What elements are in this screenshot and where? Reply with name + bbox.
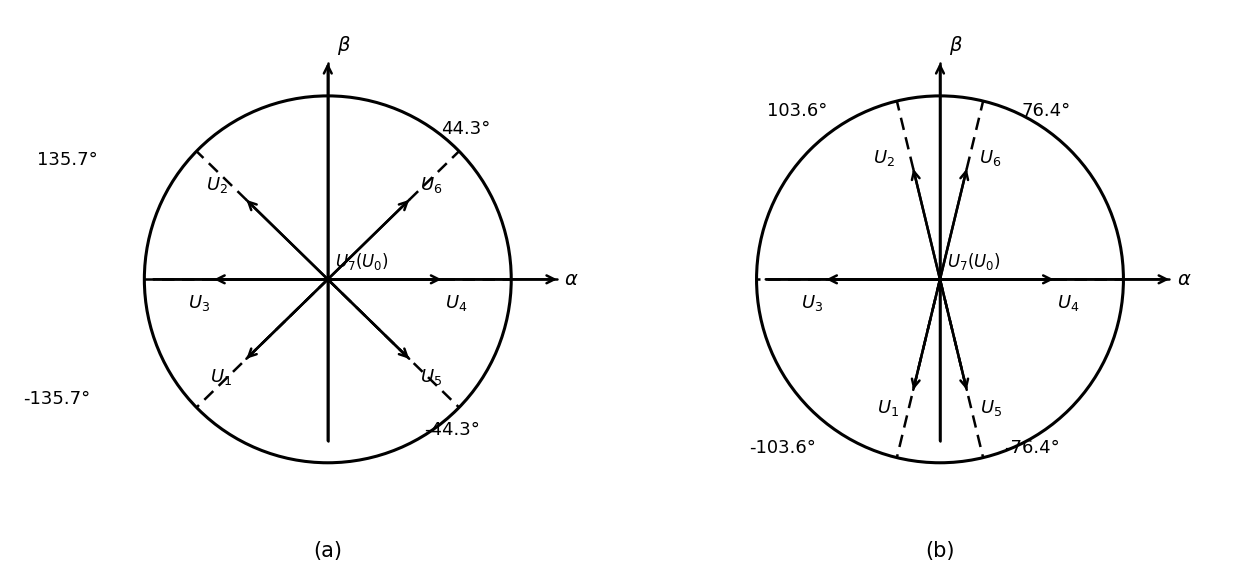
Text: $U_{6}$: $U_{6}$ xyxy=(420,175,442,195)
Text: -44.3°: -44.3° xyxy=(425,421,481,439)
Text: $U_{1}$: $U_{1}$ xyxy=(209,367,232,387)
Text: $U_{6}$: $U_{6}$ xyxy=(979,148,1002,168)
Text: 135.7°: 135.7° xyxy=(37,151,98,169)
Text: $U_{2}$: $U_{2}$ xyxy=(873,148,895,168)
Text: $U_{1}$: $U_{1}$ xyxy=(876,398,898,418)
Text: 44.3°: 44.3° xyxy=(441,120,491,138)
Text: $U_{3}$: $U_{3}$ xyxy=(188,293,211,313)
Text: $U_{4}$: $U_{4}$ xyxy=(1057,293,1079,313)
Text: $\beta$: $\beta$ xyxy=(337,35,351,57)
Text: $\alpha$: $\alpha$ xyxy=(1177,270,1191,289)
Text: $U_7(U_0)$: $U_7(U_0)$ xyxy=(948,251,1001,272)
Text: -135.7°: -135.7° xyxy=(22,389,90,407)
Text: $\alpha$: $\alpha$ xyxy=(565,270,579,289)
Text: (b): (b) xyxy=(926,541,955,561)
Text: $U_{5}$: $U_{5}$ xyxy=(420,367,442,387)
Text: (a): (a) xyxy=(313,541,342,561)
Text: $U_7(U_0)$: $U_7(U_0)$ xyxy=(335,251,389,272)
Text: $U_{4}$: $U_{4}$ xyxy=(445,293,467,313)
Text: $U_{3}$: $U_{3}$ xyxy=(800,293,823,313)
Text: 103.6°: 103.6° xyxy=(767,102,828,119)
Text: -103.6°: -103.6° xyxy=(748,439,815,457)
Text: 76.4°: 76.4° xyxy=(1022,102,1070,119)
Text: -76.4°: -76.4° xyxy=(1004,439,1059,457)
Text: $\beta$: $\beta$ xyxy=(949,35,963,57)
Text: $U_{2}$: $U_{2}$ xyxy=(206,175,228,195)
Text: $U_{5}$: $U_{5}$ xyxy=(980,398,1001,418)
